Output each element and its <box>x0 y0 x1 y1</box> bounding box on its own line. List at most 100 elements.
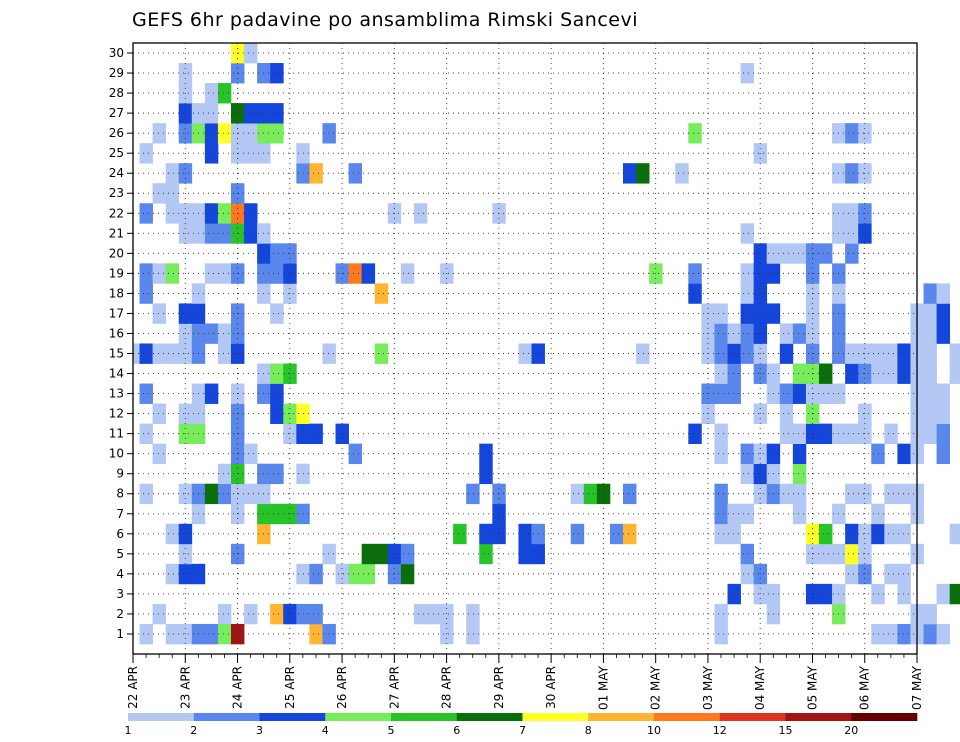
y-tick-label: 2 <box>116 607 124 621</box>
heatmap-cell-193 <box>479 443 493 465</box>
y-tick-label: 27 <box>109 106 124 120</box>
y-tick-label: 9 <box>116 467 124 481</box>
heatmap-cell-60 <box>204 383 219 404</box>
heatmap-cell-361 <box>871 343 885 364</box>
heatmap-cell-161 <box>335 563 349 585</box>
heatmap-cell-101 <box>244 603 258 625</box>
heatmap-cell-166 <box>348 263 363 284</box>
heatmap-cell-230 <box>714 443 728 465</box>
colorbar-swatch-8 <box>588 713 655 721</box>
heatmap-cell-174 <box>387 563 402 585</box>
heatmap-cell-154 <box>309 563 323 585</box>
heatmap-cell-242 <box>727 343 741 364</box>
x-tick-label: 29 APR <box>492 666 506 709</box>
heatmap-cell-282 <box>779 403 794 424</box>
x-tick-label: 27 APR <box>387 666 401 709</box>
heatmap-cell-355 <box>871 623 885 645</box>
heatmap-cell-186 <box>453 523 467 545</box>
heatmap-cell-1 <box>139 623 153 645</box>
heatmap-cell-339 <box>845 223 859 244</box>
heatmap-cell-74 <box>217 323 232 344</box>
heatmap-cell-253 <box>740 263 755 284</box>
heatmap-cell-402 <box>936 443 951 465</box>
y-tick-label: 11 <box>109 427 124 441</box>
heatmap-cell-183 <box>440 623 454 645</box>
x-tick-label: 02 MAY <box>649 665 663 710</box>
heatmap-cell-396 <box>923 343 937 364</box>
heatmap-cell-369 <box>897 623 911 645</box>
heatmap-cell-153 <box>309 603 323 625</box>
heatmap-cell-24 <box>165 183 180 204</box>
colorbar-swatch-7 <box>522 713 589 721</box>
heatmap-cell-172 <box>374 343 389 364</box>
colorbar-label: 5 <box>388 724 395 737</box>
heatmap-cell-405 <box>936 383 951 404</box>
colorbar-label: 3 <box>256 724 263 737</box>
heatmap-cell-159 <box>322 343 336 364</box>
heatmap-cell-204 <box>570 523 585 545</box>
y-tick-label: 1 <box>116 627 124 641</box>
heatmap-cell-394 <box>923 383 937 404</box>
heatmap-cell-338 <box>845 243 859 264</box>
heatmap-cell-192 <box>479 463 493 485</box>
x-tick-label: 24 APR <box>231 666 245 709</box>
colorbar-swatch-1 <box>128 713 195 721</box>
y-tick-label: 8 <box>116 487 124 501</box>
y-tick-label: 6 <box>116 527 124 541</box>
heatmap-cell-395 <box>923 363 937 384</box>
heatmap-cell-58 <box>204 623 219 645</box>
heatmap-cell-411 <box>949 363 960 384</box>
heatmap-cell-180 <box>413 603 428 625</box>
heatmap-cell-135 <box>270 63 284 84</box>
x-tick-label: 30 APR <box>544 666 558 709</box>
colorbar-swatch-11 <box>785 713 852 721</box>
heatmap-cell-364 <box>884 523 898 545</box>
y-tick-label: 19 <box>109 266 124 280</box>
heatmap-cell-245 <box>740 543 755 565</box>
heatmap-cell-232 <box>714 383 728 404</box>
heatmap-cell-198 <box>518 543 532 565</box>
heatmap-cell-5 <box>139 343 153 364</box>
heatmap-cell-238 <box>727 523 741 545</box>
heatmap-cell-21 <box>165 343 180 364</box>
heatmap-cell-244 <box>740 563 755 585</box>
heatmap-cell-393 <box>923 403 937 424</box>
heatmap-cell-333 <box>845 523 859 545</box>
heatmap-cell-200 <box>518 343 532 364</box>
grid-lines <box>133 43 917 654</box>
heatmap-cell-67 <box>204 103 219 124</box>
heatmap-cell-73 <box>217 343 232 364</box>
heatmap-cell-64 <box>204 203 219 224</box>
heatmap-cell-208 <box>609 523 624 545</box>
heatmap-cell-15 <box>152 263 167 284</box>
heatmap-cell-210 <box>623 483 637 505</box>
heatmap-cell-288 <box>792 483 807 505</box>
heatmap-cell-310 <box>819 543 833 565</box>
y-tick-label: 24 <box>109 166 124 180</box>
heatmap-cell-19 <box>165 563 180 585</box>
heatmap-cell-18 <box>165 623 180 645</box>
heatmap-cell-68 <box>204 83 219 104</box>
heatmap-cell-285 <box>779 323 794 344</box>
heatmap-cell-132 <box>270 243 284 264</box>
heatmap-cell-156 <box>309 163 323 184</box>
heatmap-cell-314 <box>819 363 833 384</box>
heatmap-cell-179 <box>400 263 415 284</box>
heatmap-cell-7 <box>139 263 153 284</box>
heatmap-cell-173 <box>374 283 389 304</box>
y-tick-label: 7 <box>116 507 124 521</box>
y-tick-label: 12 <box>109 407 124 421</box>
heatmap-cell-79 <box>217 83 232 104</box>
x-tick-label: 05 MAY <box>805 665 819 710</box>
heatmap-cell-127 <box>270 403 284 424</box>
heatmap-cell-281 <box>779 423 794 444</box>
heatmap-cell-228 <box>714 503 728 525</box>
heatmap-cell-403 <box>936 423 951 444</box>
heatmap-cell-309 <box>819 583 833 605</box>
y-tick-label: 16 <box>109 326 124 340</box>
heatmap-cell-157 <box>322 623 336 645</box>
heatmap-cell-124 <box>270 603 284 625</box>
colorbar-swatch-9 <box>654 713 721 721</box>
heatmap-cell-125 <box>270 503 284 525</box>
x-tick-label: 23 APR <box>178 666 192 709</box>
